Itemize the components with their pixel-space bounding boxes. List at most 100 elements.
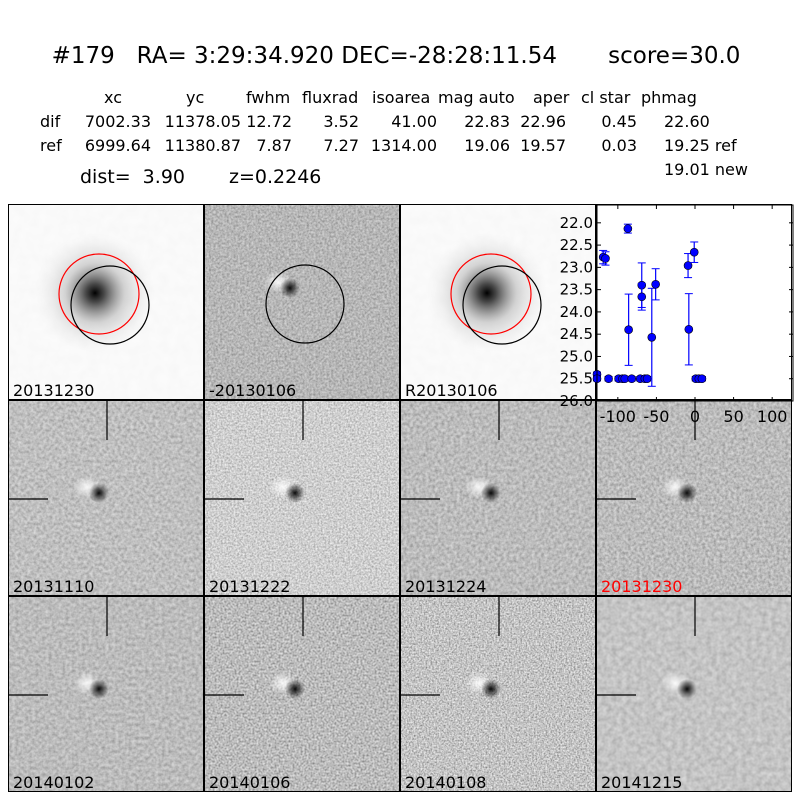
cutout-date-label: -20130106: [209, 381, 297, 400]
cutout-image: [9, 205, 203, 399]
black-aperture-circle: [265, 264, 345, 344]
black-aperture-circle: [70, 265, 150, 345]
cell-aper: 22.96: [520, 112, 566, 131]
y-tick-label: 22.0: [560, 214, 593, 232]
col-cl-star: cl star: [581, 88, 631, 107]
cell-fluxrad: 3.52: [323, 112, 359, 131]
data-point: [604, 374, 613, 384]
cutout-date-label: 20131110: [13, 577, 95, 596]
cutout-image: [401, 597, 595, 791]
light-curve-panel: 22.0 22.5 23.0 23.5 24.0 24.5 25.0 25.5 26.0 -100…: [560, 204, 794, 426]
cutout-date-label: 20131222: [209, 577, 291, 596]
y-tick-label: 26.0: [560, 392, 593, 410]
cell-yc: 11380.87: [164, 136, 241, 155]
image-cutout: 20131230: [8, 204, 204, 400]
red-aperture-circle: [450, 253, 532, 335]
data-point: [642, 374, 652, 384]
candidate-title: #179 RA= 3:29:34.920 DEC=-28:28:11.54 sc…: [51, 43, 741, 69]
cell-isoarea: 1314.00: [370, 136, 437, 155]
red-aperture-circle: [58, 253, 140, 335]
cutout-date-label: 20140106: [209, 773, 291, 792]
image-cutout: 20140102: [8, 596, 204, 792]
cutout-date-label: 20131230: [601, 577, 683, 596]
col-yc: yc: [186, 88, 205, 107]
cutout-image: [401, 205, 595, 399]
z-value: z=0.2246: [229, 166, 322, 188]
cell-xc: 7002.33: [84, 112, 151, 131]
cell-fluxrad: 7.27: [323, 136, 359, 155]
image-cutout: 20140108: [400, 596, 596, 792]
image-cutout: 20140106: [204, 596, 400, 792]
x-tick-label: -100: [600, 407, 636, 426]
cutout-date-label: R20130106: [405, 381, 498, 400]
cell-mag-auto: 19.06: [464, 136, 510, 155]
cell-isoarea: 41.00: [391, 112, 437, 131]
new-phmag: 19.01 new: [664, 160, 748, 179]
cutout-date-label: 20131230: [13, 381, 95, 400]
cutout-image: [597, 597, 791, 791]
x-tick-label: -50: [643, 407, 669, 426]
cell-fwhm: 12.72: [246, 112, 292, 131]
data-point: [637, 282, 647, 311]
image-cutout: 20131224: [400, 400, 596, 596]
data-point: [684, 293, 694, 366]
image-cutout: R20130106: [400, 204, 596, 400]
y-tick-label: 22.5: [560, 236, 593, 254]
y-tick-label: 23.5: [560, 281, 593, 299]
data-point: [627, 374, 637, 384]
x-tick-label: 100: [757, 407, 788, 426]
black-aperture-circle: [462, 265, 542, 345]
cell-aper: 19.57: [520, 136, 566, 155]
col-isoarea: isoarea: [372, 88, 431, 107]
image-cutout: 20141215: [596, 596, 792, 792]
cutout-image: [401, 401, 595, 595]
y-tick-label: 23.0: [560, 258, 593, 276]
col-fluxrad: fluxrad: [302, 88, 359, 107]
cell-cl-star: 0.03: [601, 136, 637, 155]
cutout-date-label: 20140108: [405, 773, 487, 792]
image-cutout: 20131222: [204, 400, 400, 596]
image-cutout: 20131110: [8, 400, 204, 596]
cell-fwhm: 7.87: [256, 136, 292, 155]
data-point: [651, 268, 660, 301]
y-tick-label: 25.0: [560, 347, 593, 365]
row-label: dif: [40, 112, 61, 131]
data-point: [601, 251, 610, 266]
cell-cl-star: 0.45: [601, 112, 637, 131]
data-point: [683, 253, 693, 279]
col-fwhm: fwhm: [246, 88, 291, 107]
cutout-date-label: 20131224: [405, 577, 487, 596]
cutout-image: [205, 597, 399, 791]
data-point: [689, 241, 699, 263]
cutout-image: [9, 401, 203, 595]
cell-phmag: 19.25 ref: [664, 136, 737, 155]
cell-xc: 6999.64: [84, 136, 151, 155]
x-tick-label: 0: [690, 407, 700, 426]
dist-value: dist= 3.90: [80, 166, 185, 188]
cell-mag-auto: 22.83: [464, 112, 510, 131]
y-tick-label: 24.5: [560, 325, 593, 343]
cutout-image: [205, 401, 399, 595]
cell-phmag: 22.60: [664, 112, 710, 131]
cell-yc: 11378.05: [164, 112, 241, 131]
data-point: [620, 374, 630, 384]
x-tick-label: 50: [723, 407, 743, 426]
col-aper: aper: [533, 88, 570, 107]
y-tick-label: 25.5: [560, 370, 593, 388]
data-point: [697, 374, 707, 384]
cutout-image: [597, 401, 791, 595]
cutout-image: [9, 597, 203, 791]
y-tick-label: 24.0: [560, 303, 593, 321]
col-xc: xc: [104, 88, 122, 107]
image-cutout: -20130106: [204, 204, 400, 400]
image-cutout: 20131230: [596, 400, 792, 596]
data-point: [623, 223, 633, 234]
col-phmag: phmag: [641, 88, 697, 107]
data-point: [624, 293, 633, 366]
data-point: [647, 287, 657, 387]
light-curve-chart: 22.0 22.5 23.0 23.5 24.0 24.5 25.0 25.5 26.0 -100…: [560, 204, 794, 426]
row-label: ref: [40, 136, 62, 155]
cutout-date-label: 20140102: [13, 773, 95, 792]
cutout-image: [205, 205, 399, 399]
